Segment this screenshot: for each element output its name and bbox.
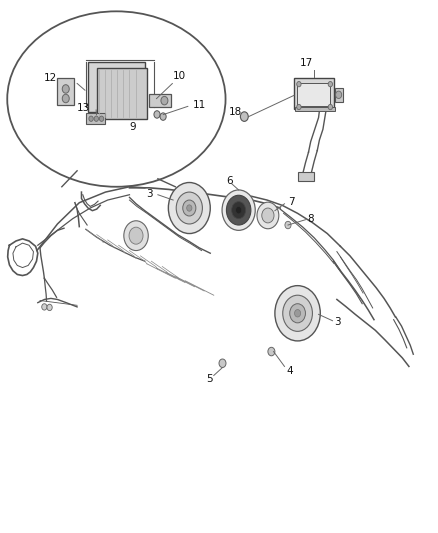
Bar [335, 88, 343, 102]
Text: 13: 13 [77, 103, 90, 113]
Circle shape [328, 104, 332, 110]
Text: 17: 17 [300, 59, 313, 68]
Circle shape [99, 116, 104, 122]
Bar [57, 78, 74, 105]
Circle shape [176, 192, 202, 224]
Text: 3: 3 [146, 189, 152, 199]
Circle shape [240, 112, 248, 122]
Circle shape [290, 304, 305, 323]
Bar [149, 94, 171, 107]
Circle shape [336, 91, 342, 99]
Text: 6: 6 [226, 176, 233, 187]
Circle shape [62, 94, 69, 103]
Circle shape [297, 82, 301, 87]
Circle shape [283, 295, 312, 332]
Circle shape [257, 202, 279, 229]
Text: 8: 8 [307, 214, 314, 224]
Circle shape [219, 359, 226, 368]
Circle shape [161, 96, 168, 105]
Circle shape [275, 286, 320, 341]
Text: 10: 10 [173, 71, 186, 81]
Text: 11: 11 [193, 100, 206, 110]
Circle shape [187, 205, 192, 211]
Bar [88, 62, 145, 112]
Bar [86, 114, 106, 124]
Circle shape [160, 113, 166, 120]
Circle shape [168, 182, 210, 233]
Circle shape [183, 200, 196, 216]
Ellipse shape [7, 11, 226, 187]
Bar [97, 68, 147, 119]
Circle shape [268, 348, 275, 356]
Bar [295, 107, 335, 111]
Circle shape [236, 206, 242, 214]
Circle shape [226, 195, 251, 225]
Circle shape [297, 104, 301, 110]
Circle shape [62, 85, 69, 93]
Circle shape [262, 208, 274, 223]
Circle shape [124, 221, 148, 251]
Bar [294, 78, 334, 109]
Text: 3: 3 [334, 317, 341, 327]
Text: 9: 9 [130, 122, 136, 132]
Text: 18: 18 [229, 107, 242, 117]
Circle shape [232, 201, 246, 219]
Circle shape [94, 116, 99, 122]
Bar [297, 83, 330, 106]
Bar [297, 172, 314, 181]
Text: 7: 7 [288, 197, 295, 207]
Text: 5: 5 [206, 374, 213, 384]
Circle shape [154, 111, 160, 118]
Circle shape [285, 221, 291, 229]
Circle shape [222, 190, 255, 230]
Text: 12: 12 [43, 73, 57, 83]
Circle shape [42, 304, 47, 310]
Circle shape [47, 304, 52, 311]
Circle shape [89, 116, 93, 122]
Text: 4: 4 [287, 366, 293, 376]
Circle shape [294, 310, 300, 317]
Circle shape [328, 82, 332, 87]
Circle shape [129, 227, 143, 244]
